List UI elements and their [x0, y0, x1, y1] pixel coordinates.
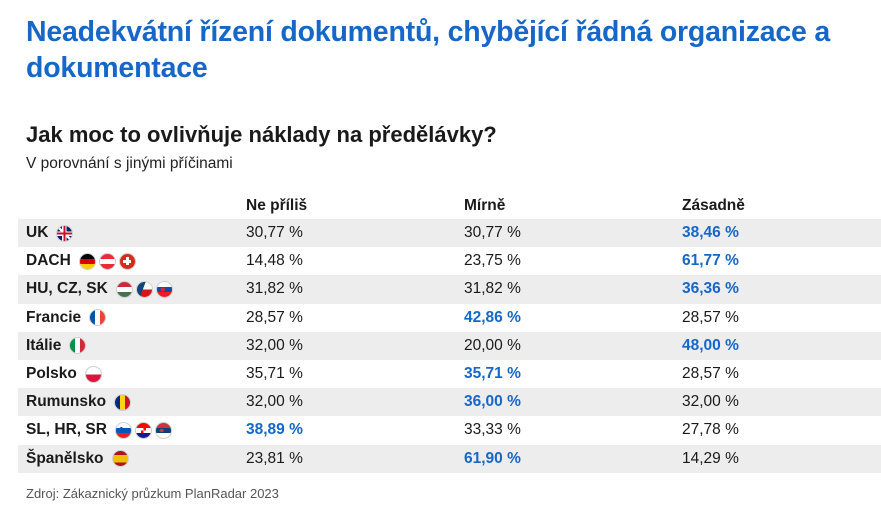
- table-row: Rumunsko 32,00 % 36,00 % 32,00 %: [18, 388, 881, 417]
- table-cell: 48,00 %: [682, 336, 739, 354]
- table-row: DACH 14,48 % 23,75 % 61,77 %: [18, 247, 881, 275]
- row-label-text: SL, HR, SR: [26, 421, 107, 439]
- row-label: UK: [26, 224, 74, 242]
- flag-pl-icon: [84, 365, 102, 383]
- row-label-text: UK: [26, 224, 49, 242]
- table-cell: 35,71 %: [464, 365, 521, 383]
- table-cell: 61,77 %: [682, 252, 739, 270]
- table-row: Polsko 35,71 % 35,71 % 28,57 %: [18, 360, 881, 388]
- chart-subtitle: Jak moc to ovlivňuje náklady na předěláv…: [26, 122, 497, 147]
- source-note: Zdroj: Zákaznický průzkum PlanRadar 2023: [26, 486, 279, 501]
- row-label: Polsko: [26, 365, 102, 383]
- table-cell: 32,00 %: [246, 336, 303, 354]
- table-row: Itálie 32,00 % 20,00 % 48,00 %: [18, 331, 881, 360]
- flag-de-icon: [78, 252, 96, 270]
- row-label-text: Španělsko: [26, 449, 104, 467]
- table-cell: 36,00 %: [464, 393, 521, 411]
- table-cell: 38,89 %: [246, 421, 303, 439]
- table-cell: 28,57 %: [682, 308, 739, 326]
- column-header-ne-prilis: Ne příliš: [246, 197, 308, 214]
- column-header-mirne: Mírně: [464, 197, 506, 214]
- table-cell: 33,33 %: [464, 421, 521, 439]
- table-cell: 27,78 %: [682, 421, 739, 439]
- chart-description: V porovnání s jinými příčinami: [26, 155, 233, 172]
- table-cell: 36,36 %: [682, 280, 739, 298]
- table-row: Francie 28,57 % 42,86 % 28,57 %: [18, 304, 881, 332]
- data-table: UK 30,77 % 30,77 % 38,46 % DACH 14,48 % 23,75 …: [18, 219, 881, 473]
- row-label-text: Itálie: [26, 336, 62, 354]
- table-cell: 31,82 %: [464, 280, 521, 298]
- table-row: SL, HR, SR 38,89 % 33,33 % 27,78 %: [18, 416, 881, 444]
- flag-hu-icon: [115, 280, 133, 298]
- table-row: UK 30,77 % 30,77 % 38,46 %: [18, 219, 881, 248]
- column-header-zasadne: Zásadně: [682, 197, 745, 214]
- flag-ro-icon: [114, 393, 132, 411]
- row-label-text: Rumunsko: [26, 393, 107, 411]
- flag-es-icon: [111, 450, 129, 468]
- table-cell: 30,77 %: [246, 224, 303, 242]
- row-label: Itálie: [26, 336, 87, 355]
- table-cell: 32,00 %: [246, 393, 303, 411]
- row-label: Španělsko: [26, 450, 129, 468]
- flag-fr-icon: [89, 309, 107, 327]
- table-cell: 35,71 %: [246, 365, 303, 383]
- page-title: Neadekvátní řízení dokumentů, chybějící …: [26, 16, 831, 84]
- row-label: Rumunsko: [26, 393, 132, 411]
- table-cell: 14,29 %: [682, 449, 739, 467]
- row-label-text: HU, CZ, SK: [26, 280, 108, 298]
- flag-sk-icon: [155, 280, 173, 298]
- table-cell: 38,46 %: [682, 224, 739, 242]
- table-cell: 23,81 %: [246, 449, 303, 467]
- table-cell: 20,00 %: [464, 336, 521, 354]
- row-label: HU, CZ, SK: [26, 280, 173, 298]
- row-label-text: DACH: [26, 252, 71, 270]
- flag-ch-icon: [118, 252, 136, 270]
- table-row: Španělsko 23,81 % 61,90 % 14,29 %: [18, 444, 881, 473]
- flag-uk-icon: [56, 224, 74, 242]
- table-cell: 42,86 %: [464, 308, 521, 326]
- flag-it-icon: [69, 337, 87, 355]
- table-cell: 14,48 %: [246, 252, 303, 270]
- table-cell: 31,82 %: [246, 280, 303, 298]
- flag-cz-icon: [135, 280, 153, 298]
- row-label: DACH: [26, 252, 136, 270]
- row-label: SL, HR, SR: [26, 421, 172, 439]
- flag-rs-icon: [154, 421, 172, 439]
- table-cell: 28,57 %: [246, 308, 303, 326]
- row-label-text: Francie: [26, 308, 82, 326]
- table-cell: 32,00 %: [682, 393, 739, 411]
- table-row: HU, CZ, SK 31,82 % 31,82 % 36,36 %: [18, 275, 881, 304]
- table-cell: 28,57 %: [682, 365, 739, 383]
- row-label-text: Polsko: [26, 365, 77, 383]
- flag-hr-icon: [134, 421, 152, 439]
- table-cell: 30,77 %: [464, 224, 521, 242]
- row-label: Francie: [26, 308, 107, 327]
- table-cell: 61,90 %: [464, 449, 521, 467]
- flag-at-icon: [98, 252, 116, 270]
- flag-si-icon: [114, 421, 132, 439]
- table-cell: 23,75 %: [464, 252, 521, 270]
